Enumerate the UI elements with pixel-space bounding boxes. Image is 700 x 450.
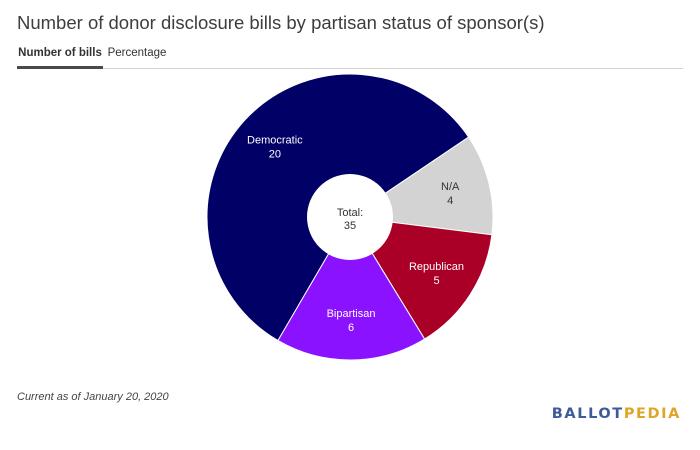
slice-bipartisan[interactable] — [277, 216, 426, 361]
slice-label: N/A — [441, 181, 460, 193]
center-label: Total: — [337, 207, 363, 219]
slice-value: 5 — [433, 275, 439, 287]
chart-title: Number of donor disclosure bills by part… — [17, 12, 545, 33]
slice-label: Republican — [409, 261, 464, 273]
slice-value: 6 — [348, 322, 354, 334]
center-value: 35 — [344, 220, 356, 232]
donut-hole — [307, 174, 393, 260]
tab-bar: Number of bills Percentage — [17, 44, 683, 69]
logo-part-pedia: PEDIA — [623, 406, 681, 422]
logo-part-ballot: BALLOT — [551, 406, 624, 422]
ballotpedia-logo: BALLOTPEDIA — [552, 406, 681, 422]
slice-label: Democratic — [247, 135, 303, 147]
slice-republican[interactable] — [349, 216, 493, 340]
tab-number-of-bills[interactable]: Number of bills — [17, 44, 103, 69]
slice-value: 20 — [269, 149, 281, 161]
slice-value: 4 — [447, 195, 453, 207]
footnote: Current as of January 20, 2020 — [17, 391, 169, 403]
tab-percentage[interactable]: Percentage — [107, 47, 167, 59]
slice-label: Bipartisan — [327, 308, 376, 320]
